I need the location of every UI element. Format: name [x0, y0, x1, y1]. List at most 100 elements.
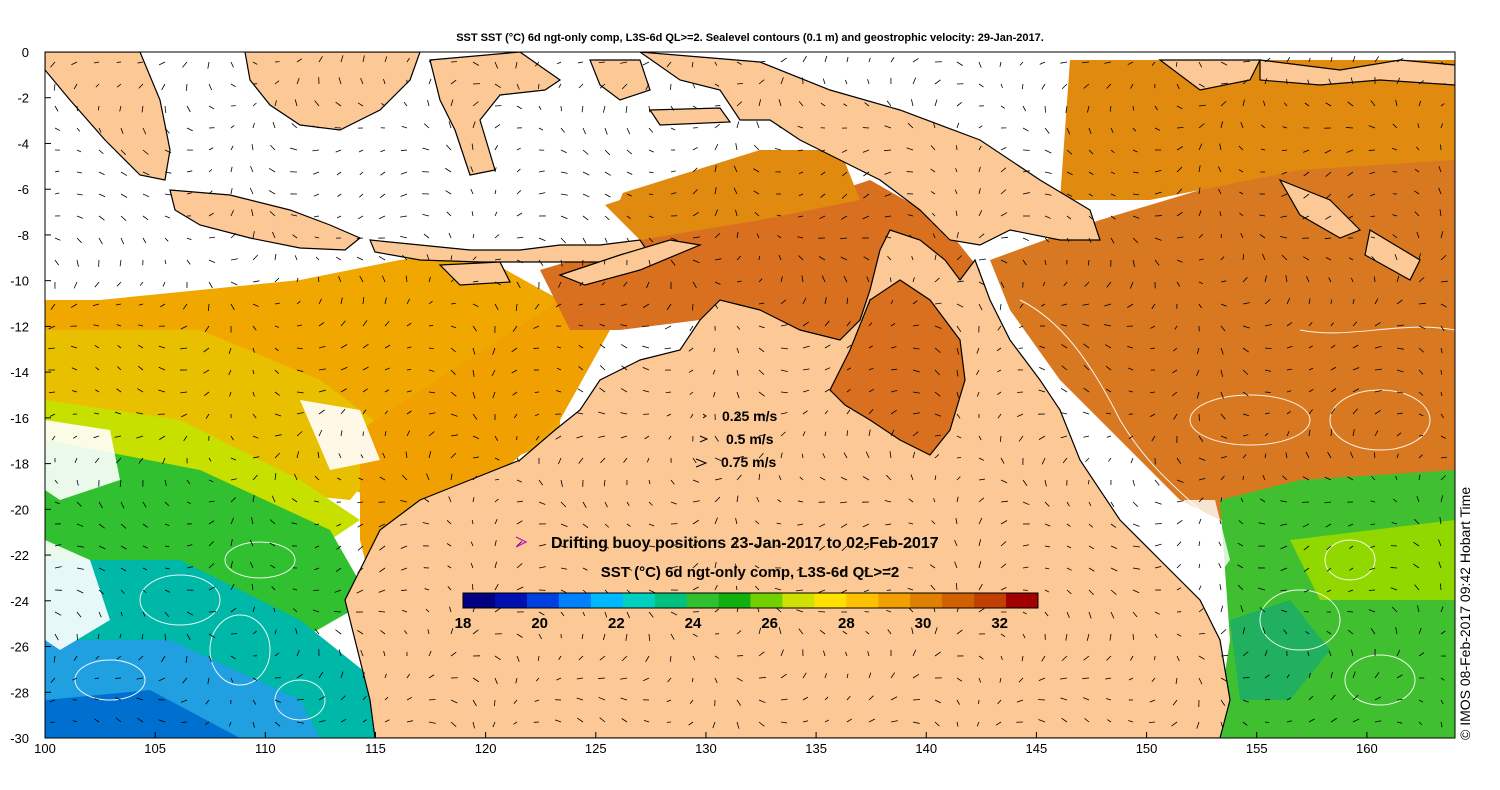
- velocity-arrow: [884, 215, 892, 218]
- velocity-arrow: [604, 171, 611, 176]
- velocity-arrow: [670, 127, 676, 131]
- velocity-arrow: [1440, 123, 1443, 129]
- velocity-arrow: [819, 215, 826, 220]
- velocity-arrow: [400, 171, 408, 175]
- velocity-arrow: [868, 388, 875, 393]
- colorbar-swatch: [686, 593, 720, 608]
- velocity-arrow: [577, 61, 584, 64]
- velocity-arrow: [186, 566, 193, 569]
- velocity-arrow: [1022, 544, 1030, 547]
- velocity-arrow: [754, 565, 760, 569]
- velocity-arrow: [53, 655, 56, 663]
- velocity-arrow: [912, 300, 918, 305]
- velocity-arrow: [1132, 215, 1140, 219]
- velocity-arrow: [976, 391, 980, 397]
- velocity-arrow: [1196, 721, 1200, 729]
- velocity-arrow: [400, 193, 408, 197]
- velocity-arrow: [1440, 254, 1447, 261]
- velocity-arrow: [538, 501, 546, 505]
- velocity-arrow: [340, 388, 347, 393]
- velocity-arrow: [1242, 277, 1248, 283]
- velocity-arrow: [890, 346, 897, 349]
- velocity-arrow: [164, 501, 170, 506]
- velocity-arrow: [692, 189, 698, 195]
- velocity-arrow: [76, 105, 78, 112]
- velocity-arrow: [1022, 479, 1028, 486]
- velocity-arrow: [1440, 677, 1445, 681]
- velocity-arrow: [620, 435, 628, 439]
- velocity-arrow: [1396, 275, 1400, 283]
- velocity-arrow: [1044, 171, 1052, 174]
- velocity-arrow: [1347, 215, 1354, 219]
- velocity-arrow: [555, 303, 562, 308]
- velocity-arrow: [868, 718, 876, 723]
- velocity-arrow: [934, 454, 940, 459]
- velocity-arrow: [714, 165, 717, 173]
- velocity-arrow: [824, 320, 830, 327]
- velocity-arrow: [798, 193, 804, 197]
- velocity-arrow: [513, 721, 518, 725]
- velocity-arrow: [931, 212, 936, 217]
- velocity-arrow: [138, 344, 144, 349]
- velocity-arrow: [1418, 474, 1421, 481]
- velocity-arrow: [472, 121, 476, 129]
- velocity-arrow: [626, 611, 631, 619]
- velocity-arrow: [162, 457, 166, 465]
- velocity-arrow: [336, 215, 342, 219]
- velocity-arrow: [886, 100, 892, 107]
- velocity-arrow: [1352, 55, 1356, 63]
- velocity-arrow: [450, 99, 454, 107]
- x-tick-label: 125: [585, 741, 607, 756]
- velocity-arrow: [956, 61, 963, 66]
- velocity-arrow: [494, 540, 497, 547]
- velocity-arrow: [470, 541, 474, 547]
- velocity-arrow: [819, 629, 826, 635]
- velocity-arrow: [865, 451, 870, 459]
- velocity-arrow: [912, 324, 920, 327]
- velocity-arrow: [98, 501, 103, 509]
- velocity-arrow: [472, 325, 478, 332]
- velocity-arrow: [136, 717, 144, 723]
- velocity-arrow: [1440, 303, 1447, 308]
- velocity-arrow: [1088, 215, 1093, 220]
- velocity-arrow: [670, 479, 675, 485]
- velocity-arrow: [1196, 347, 1200, 354]
- velocity-arrow: [274, 434, 282, 437]
- velocity-arrow: [1325, 102, 1332, 107]
- colorbar-swatch: [782, 593, 815, 608]
- velocity-arrow: [1044, 193, 1052, 196]
- velocity-arrow: [72, 720, 78, 723]
- velocity-arrow: [1280, 545, 1288, 550]
- velocity-arrow: [314, 628, 320, 635]
- velocity-arrow: [1438, 539, 1442, 547]
- velocity-arrow: [164, 237, 169, 242]
- velocity-arrow: [912, 77, 917, 85]
- velocity-arrow: [664, 347, 672, 350]
- velocity-arrow: [1132, 479, 1135, 487]
- velocity-arrow: [230, 188, 233, 195]
- velocity-arrow: [230, 209, 234, 217]
- velocity-arrow: [406, 346, 412, 349]
- velocity-arrow: [1264, 369, 1272, 372]
- velocity-arrow: [1198, 233, 1204, 239]
- velocity-arrow: [560, 259, 563, 267]
- velocity-arrow: [54, 633, 59, 641]
- velocity-arrow: [1396, 649, 1401, 657]
- velocity-arrow: [1110, 149, 1115, 154]
- velocity-arrow: [1044, 259, 1047, 265]
- velocity-arrow: [1044, 501, 1050, 507]
- velocity-arrow: [714, 83, 720, 87]
- buoy-marker-icon: [515, 536, 528, 548]
- velocity-arrow: [868, 695, 874, 701]
- velocity-arrow: [648, 215, 654, 219]
- velocity-arrow: [516, 281, 521, 289]
- velocity-arrow: [50, 61, 56, 68]
- velocity-arrow: [1352, 388, 1360, 393]
- x-tick-label: 155: [1246, 741, 1268, 756]
- velocity-arrow: [867, 651, 870, 657]
- velocity-arrow: [406, 322, 412, 327]
- velocity-arrow: [1149, 699, 1156, 703]
- velocity-arrow: [648, 479, 651, 485]
- velocity-arrow: [1220, 280, 1227, 283]
- velocity-arrow: [978, 655, 984, 660]
